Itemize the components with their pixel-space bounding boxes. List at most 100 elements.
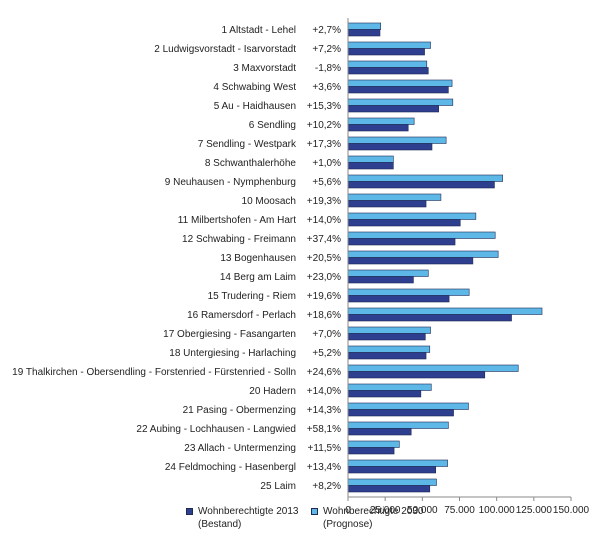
change-label: +10,2% [307,120,341,131]
bar-2030 [347,478,437,486]
bar-2030 [347,364,519,372]
bars [347,22,543,493]
change-label: +19,6% [307,291,341,302]
legend-swatch-2013 [186,508,193,515]
category-label: 23 Allach - Untermenzing [184,443,296,454]
change-label: +2,7% [312,25,341,36]
bar-2013 [347,295,450,303]
bar-2013 [347,371,486,379]
bar-2013 [347,67,429,75]
bar-2013 [347,162,394,170]
category-label: 13 Bogenhausen [220,253,296,264]
bar-2013 [347,390,422,398]
change-label: +15,3% [307,101,341,112]
legend-swatch-2030 [311,508,318,515]
bar-2030 [347,307,543,315]
change-label: +3,6% [312,82,341,93]
bar-2013 [347,466,437,474]
category-label: 25 Laim [260,481,296,492]
x-tick-label: 50.000 [407,505,438,516]
category-label: 2 Ludwigsvorstadt - Isarvorstadt [154,44,296,55]
bar-2013 [347,333,426,341]
category-label: 10 Moosach [242,196,296,207]
legend: Wohnberechtigte 2013 (Bestand) Wohnberec… [186,505,606,539]
category-label: 8 Schwanthalerhöhe [205,158,297,169]
category-label: 11 Milbertshofen - Am Hart [178,215,296,226]
bar-2030 [347,269,429,277]
bar-2013 [347,48,425,56]
bar-2030 [347,41,431,49]
bar-2013 [347,238,456,246]
category-label: 6 Sendling [249,120,296,131]
category-label: 21 Pasing - Obermenzing [183,405,296,416]
bar-2013 [347,181,495,189]
bar-2013 [347,485,431,493]
legend-label-2013: Wohnberechtigte 2013 (Bestand) [198,506,299,530]
bar-2013 [347,86,449,94]
change-label: +1,0% [312,158,341,169]
x-tick-label: 0 [345,505,351,516]
x-tick-label: 25.000 [370,505,401,516]
change-label: +37,4% [307,234,341,245]
change-label: +58,1% [307,424,341,435]
bar-2030 [347,174,503,182]
bar-2030 [347,345,431,353]
change-label: +23,0% [307,272,341,283]
bar-2013 [347,428,412,436]
bar-2030 [347,98,454,106]
change-label: +7,2% [312,44,341,55]
legend-item-2030: Wohnberechtigte 2030 (Prognose) [311,505,423,531]
x-tick-label: 150.000 [553,505,590,516]
bar-2013 [347,29,381,37]
bar-2030 [347,136,447,144]
category-label: 16 Ramersdorf - Perlach [187,310,296,321]
x-tick-label: 75.000 [444,505,475,516]
change-label: +5,6% [312,177,341,188]
legend-label-2030: Wohnberechtigte 2030 (Prognose) [323,506,424,530]
bar-2030 [347,288,470,296]
bar-2013 [347,105,439,113]
bar-2013 [347,219,461,227]
change-label: +13,4% [307,462,341,473]
bar-2030 [347,326,431,334]
category-label: 15 Trudering - Riem [208,291,296,302]
change-label: +24,6% [307,367,341,378]
change-label: +20,5% [307,253,341,264]
category-label: 18 Untergiesing - Harlaching [169,348,296,359]
bar-2013 [347,409,454,417]
category-label: 22 Aubing - Lochhausen - Langwied [136,424,296,435]
category-labels: 1 Altstadt - Lehel 2 Ludwigsvorstadt - Is… [12,25,297,492]
change-label: +14,0% [307,386,341,397]
category-label: 7 Sendling - Westpark [198,139,297,150]
category-label: 9 Neuhausen - Nymphenburg [165,177,296,188]
category-label: 19 Thalkirchen - Obersendling - Forstenr… [12,367,296,378]
bar-2030 [347,440,400,448]
category-label: 14 Berg am Laim [220,272,296,283]
bar-2030 [347,459,448,467]
change-label: +11,5% [308,443,342,454]
category-label: 1 Altstadt - Lehel [222,25,297,36]
bar-2013 [347,276,414,284]
bar-2013 [347,124,409,132]
category-label: 12 Schwabing - Freimann [182,234,296,245]
change-label: +17,3% [307,139,341,150]
bar-2013 [347,447,395,455]
category-label: 20 Hadern [249,386,296,397]
bar-2013 [347,143,433,151]
bar-2030 [347,22,382,30]
change-label: +7,0% [312,329,341,340]
change-label: +14,3% [307,405,341,416]
category-label: 4 Schwabing West [213,82,296,93]
bar-2030 [347,212,477,220]
legend-item-2013: Wohnberechtigte 2013 (Bestand) [186,505,298,531]
category-label: 24 Feldmoching - Hasenbergl [165,462,296,473]
change-label: +8,2% [312,481,341,492]
change-label: +19,3% [307,196,341,207]
bar-2030 [347,155,394,163]
category-label: 3 Maxvorstadt [233,63,296,74]
x-tick-label: 100.000 [479,505,516,516]
bar-2030 [347,421,449,429]
bar-2030 [347,402,469,410]
bar-2030 [347,60,428,68]
